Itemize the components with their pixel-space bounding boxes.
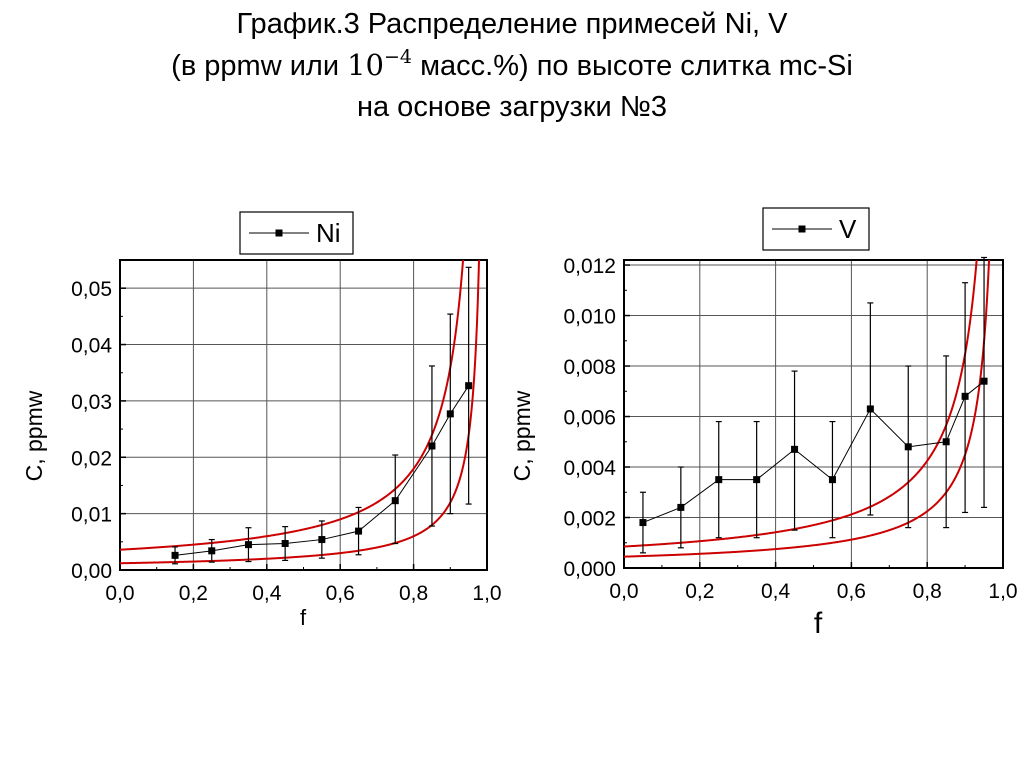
x-tick-label: 0,0: [105, 582, 134, 605]
x-axis-label: f: [300, 605, 307, 630]
data-point: [828, 476, 836, 484]
legend-marker: [275, 229, 283, 237]
data-point: [639, 519, 647, 527]
x-tick-label: 1,0: [988, 580, 1017, 603]
upper-bound-curve: [624, 260, 978, 548]
upper-bound-curve: [120, 260, 465, 551]
y-tick-label: 0,006: [563, 407, 616, 430]
title-line-2: (в ppmw или 10−4 масс.%) по высоте слитк…: [0, 45, 1024, 87]
x-tick-label: 0,2: [179, 582, 208, 605]
data-point: [677, 503, 685, 511]
legend-label: V: [839, 214, 857, 244]
legend: Ni: [239, 211, 354, 255]
data-point: [355, 527, 363, 535]
data-point: [961, 392, 969, 400]
lower-bound-curve: [624, 260, 991, 558]
legend-marker: [798, 225, 806, 233]
data-point: [715, 476, 723, 484]
title-line-2-end: масс.%) по высоте слитка mc-Si: [412, 50, 853, 82]
y-tick-label: 0,02: [71, 447, 112, 470]
y-tick-label: 0,010: [563, 306, 616, 329]
legend: V: [762, 207, 870, 251]
y-tick-label: 0,000: [563, 558, 616, 581]
x-tick-label: 0,8: [399, 582, 428, 605]
title-power-base: 10: [347, 48, 384, 82]
chart-panel-1: 0,0 0,2 0,4 0,6 0,8 1,0 0,00 0,01 0,02 0,03 0,04 0,…: [21, 211, 502, 630]
title-line-1: График.3 Распределение примесей Ni, V: [236, 8, 788, 40]
y-tick-label: 0,04: [71, 335, 112, 358]
data-point: [318, 536, 326, 544]
y-tick-label: 0,01: [71, 504, 112, 527]
series-line: [174, 385, 470, 556]
data-point: [391, 497, 399, 505]
title-power-exponent: −4: [384, 46, 413, 68]
chart-title: График.3 Распределение примесей Ni, V (в…: [0, 4, 1024, 128]
data-point: [465, 382, 473, 390]
data-point: [791, 445, 799, 453]
y-tick-label: 0,00: [71, 560, 112, 583]
legend-label: Ni: [316, 218, 341, 248]
data-point: [904, 443, 912, 451]
data-point: [753, 476, 761, 484]
title-line-2-start: (в ppmw или: [171, 50, 348, 82]
x-axis-label: f: [814, 607, 823, 640]
data-point: [942, 438, 950, 446]
data-point: [446, 410, 454, 418]
data-point: [428, 442, 436, 450]
y-axis-label: C, ppmw: [509, 390, 535, 481]
x-tick-label: 0,8: [913, 580, 942, 603]
title-line-3: на основе загрузки №3: [356, 91, 668, 123]
y-tick-label: 0,05: [71, 278, 112, 301]
y-axis-label: C, ppmw: [21, 390, 47, 481]
chart-panel-2: 0,0 0,2 0,4 0,6 0,8 1,0 0,000 0,002 0,004 0,006 0,…: [509, 207, 1018, 640]
data-point: [244, 541, 252, 549]
x-tick-label: 0,6: [326, 582, 355, 605]
y-tick-label: 0,002: [563, 508, 616, 531]
data-point: [866, 405, 874, 413]
data-point: [980, 377, 988, 385]
y-tick-label: 0,008: [563, 356, 616, 379]
x-tick-label: 0,0: [609, 580, 638, 603]
x-tick-label: 0,2: [685, 580, 714, 603]
x-tick-label: 0,4: [761, 580, 791, 603]
data-point: [281, 540, 289, 548]
x-tick-label: 1,0: [472, 582, 501, 605]
y-tick-label: 0,03: [71, 391, 112, 414]
y-tick-label: 0,004: [563, 457, 616, 480]
lower-bound-curve: [120, 260, 481, 565]
data-point: [171, 551, 179, 559]
data-point: [208, 547, 216, 555]
x-tick-label: 0,6: [837, 580, 866, 603]
x-tick-label: 0,4: [252, 582, 282, 605]
y-tick-label: 0,012: [563, 255, 616, 278]
